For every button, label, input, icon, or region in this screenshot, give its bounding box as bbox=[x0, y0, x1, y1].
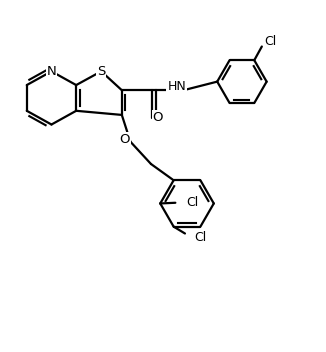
Text: O: O bbox=[119, 133, 129, 146]
Text: Cl: Cl bbox=[187, 196, 199, 209]
Text: S: S bbox=[97, 65, 105, 78]
Text: O: O bbox=[153, 111, 163, 124]
Text: Cl: Cl bbox=[194, 231, 206, 244]
Text: Cl: Cl bbox=[264, 35, 276, 48]
Text: HN: HN bbox=[167, 80, 186, 93]
Text: N: N bbox=[47, 65, 56, 78]
